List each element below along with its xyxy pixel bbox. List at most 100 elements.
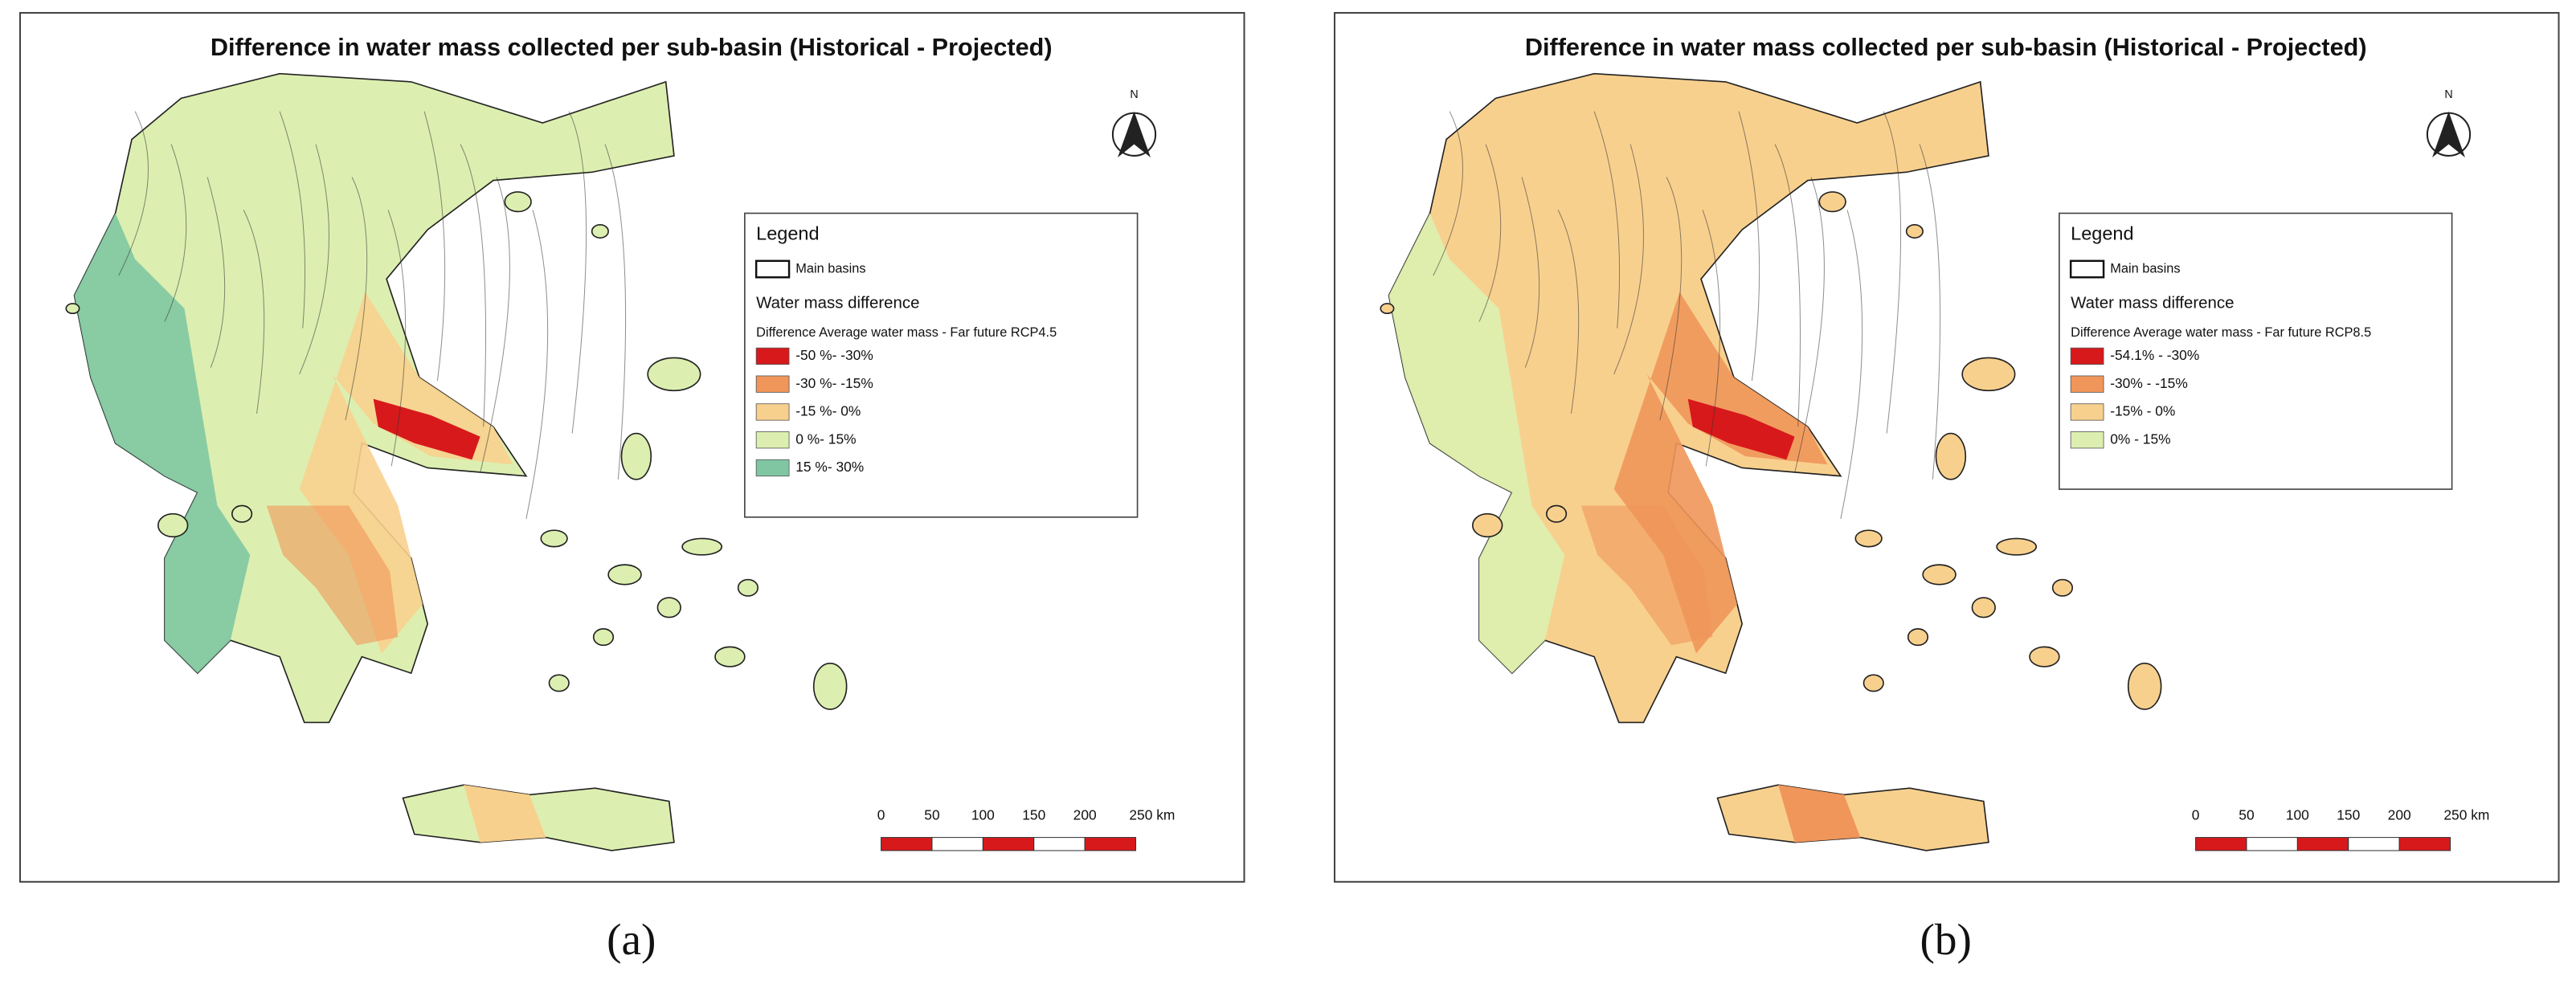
island [1971, 597, 1996, 618]
panel-caption: (b) [1920, 915, 1972, 964]
island [1905, 223, 1924, 239]
island [714, 646, 746, 667]
map [65, 72, 848, 851]
scale-label: 150 [2337, 807, 2360, 823]
north-label: N [1130, 88, 1138, 101]
legend-swatch [755, 347, 790, 365]
island [607, 564, 642, 586]
legend-box [744, 212, 1139, 518]
island [231, 504, 253, 523]
island [1935, 432, 1967, 480]
basin-line [1557, 210, 1580, 414]
legend-group: Water mass difference [756, 293, 919, 312]
legend-label: 15 %- 30% [795, 459, 864, 475]
island [1854, 529, 1883, 548]
legend-swatch [755, 431, 790, 449]
legend-swatch [2070, 347, 2104, 365]
island [681, 537, 723, 556]
scale-label: 100 [2286, 807, 2309, 823]
island [2127, 663, 2162, 710]
basin-line [387, 210, 407, 467]
island [620, 432, 652, 480]
island [1380, 303, 1395, 315]
basin-line [345, 177, 368, 421]
legend-group: Water mass difference [2071, 293, 2234, 312]
basin-line [480, 177, 510, 473]
island [1961, 357, 2016, 392]
legend-heading: Legend [756, 222, 819, 243]
island [504, 191, 532, 213]
scale-label: 50 [2239, 807, 2254, 823]
island [1545, 504, 1568, 523]
outline-label: Main basins [795, 261, 865, 276]
map-title: Difference in water mass collected per s… [211, 34, 1053, 61]
crete-part [1778, 785, 1861, 843]
island [2029, 646, 2060, 667]
island [65, 303, 80, 315]
north-arrow [2432, 111, 2465, 157]
map-title: Difference in water mass collected per s… [1525, 34, 2367, 61]
basin-line [299, 144, 329, 375]
scale-label: 0 [877, 807, 885, 823]
scale-label: 100 [971, 807, 995, 823]
legend-swatch [2070, 431, 2104, 449]
legend-swatch [755, 403, 790, 421]
scale-label: 250 km [2443, 807, 2489, 823]
crete-part [464, 785, 546, 843]
basin-line [525, 210, 549, 519]
basin-line [1738, 111, 1760, 382]
island [737, 578, 759, 597]
scale-segment [931, 837, 983, 851]
basin-line [243, 210, 265, 414]
warm-region [1580, 505, 1713, 646]
island [1862, 674, 1884, 692]
scale-segment [1033, 837, 1086, 851]
basin-line [1659, 177, 1683, 421]
island [540, 529, 568, 548]
scale-segment [2398, 837, 2451, 851]
basin-line [1613, 144, 1644, 375]
hot-region [1687, 398, 1795, 460]
legend-layer: Difference Average water mass - Far futu… [756, 325, 1057, 340]
basin-line [1433, 111, 1464, 276]
legend-heading: Legend [2071, 222, 2133, 243]
island [592, 628, 615, 647]
outline-swatch [754, 259, 791, 279]
basin-line [423, 111, 446, 382]
warm-region [266, 505, 399, 646]
legend-label: -54.1% - -30% [2110, 347, 2199, 363]
legend-swatch [2070, 375, 2104, 393]
island [1907, 628, 1929, 647]
legend-label: 0% - 15% [2110, 431, 2170, 447]
basin-line [1883, 111, 1902, 434]
legend-label: -50 %- -30% [795, 347, 873, 363]
scale-label: 200 [2388, 807, 2411, 823]
scale-label: 50 [924, 807, 939, 823]
legend-label: -15 %- 0% [795, 403, 861, 419]
legend-label: 0 %- 15% [795, 431, 856, 447]
island [157, 512, 189, 538]
island [1996, 537, 2038, 556]
basin-line [1702, 210, 1721, 467]
basin-line [1478, 144, 1502, 322]
scale-segment [1084, 837, 1137, 851]
outline-swatch [2069, 259, 2105, 279]
legend-swatch [755, 375, 790, 393]
panel-caption: (a) [607, 915, 656, 964]
scale-segment [2296, 837, 2349, 851]
outline-label: Main basins [2110, 261, 2180, 276]
island [812, 663, 848, 710]
island [2051, 578, 2074, 597]
map [1380, 72, 2162, 851]
map-panel: Difference in water mass collected per s… [1333, 11, 2560, 964]
scale-segment [2246, 837, 2298, 851]
scale-label: 250 km [1129, 807, 1175, 823]
island [656, 597, 681, 618]
basin-line [118, 111, 149, 276]
basin-line [568, 111, 587, 434]
island [1818, 191, 1846, 213]
hot-region [373, 398, 480, 460]
scale-label: 150 [1022, 807, 1045, 823]
